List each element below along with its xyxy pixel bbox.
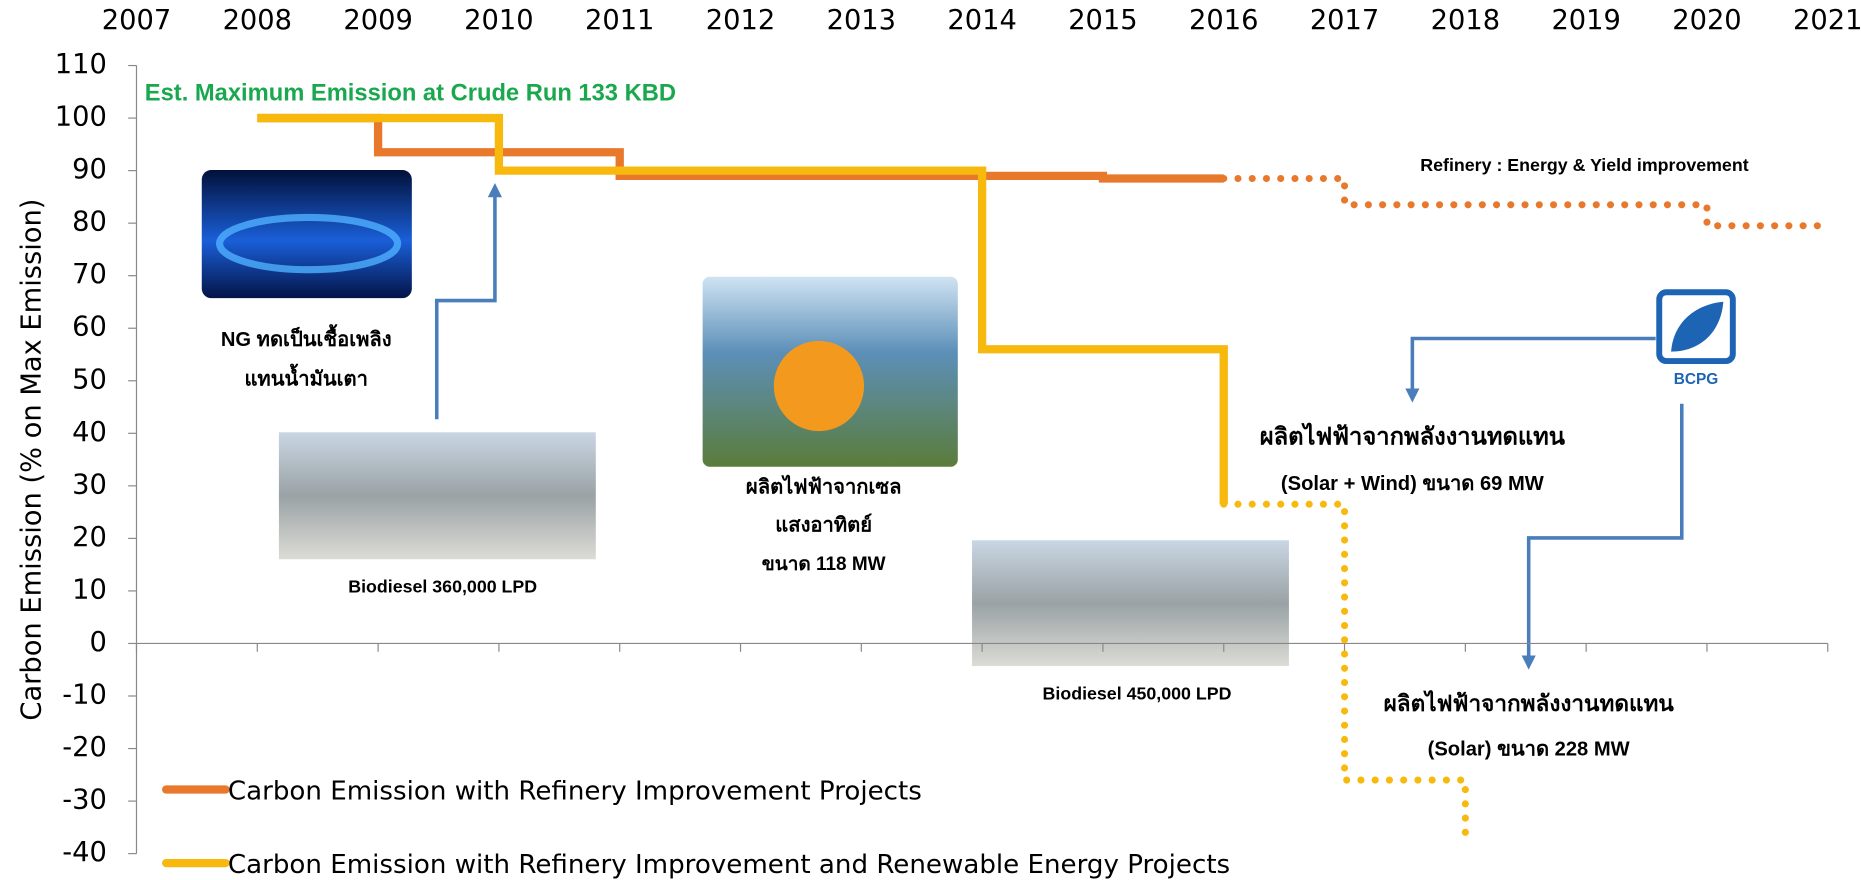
x-tick-label: 2020 <box>1672 5 1741 36</box>
x-tick-label: 2017 <box>1310 5 1379 36</box>
x-tick-label: 2016 <box>1189 5 1258 36</box>
y-tick-label: -10 <box>62 680 107 711</box>
x-tick-label: 2014 <box>947 5 1016 36</box>
y-tick-label: -30 <box>62 785 107 816</box>
x-tick-label: 2018 <box>1431 5 1500 36</box>
y-tick-label: 0 <box>89 627 106 658</box>
x-tick-label: 2008 <box>223 5 292 36</box>
annotation: Biodiesel 360,000 LPD <box>348 576 537 596</box>
annotation: แทนน้ำมันเตา <box>244 362 368 390</box>
arrow <box>437 190 495 419</box>
y-tick-label: 40 <box>72 417 107 448</box>
annotation: Est. Maximum Emission at Crude Run 133 K… <box>145 80 676 106</box>
x-tick-label: 2015 <box>1068 5 1137 36</box>
chart: Est. Maximum Emission at Crude Run 133 K… <box>0 0 1861 880</box>
y-tick-label: 80 <box>72 207 107 238</box>
biodiesel-photo <box>279 432 596 559</box>
biodiesel-photo-2 <box>972 540 1289 666</box>
annotation: ขนาด 118 MW <box>762 554 886 575</box>
y-tick-label: 90 <box>72 154 107 185</box>
y-tick-label: 50 <box>72 364 107 395</box>
mascot <box>774 341 864 431</box>
y-tick-label: 10 <box>72 574 107 605</box>
annotation: ผลิตไฟฟ้าจากพลังงานทดแทน <box>1384 689 1675 716</box>
x-tick-label: 2019 <box>1551 5 1620 36</box>
x-tick-label: 2013 <box>827 5 896 36</box>
x-tick-label: 2010 <box>464 5 533 36</box>
x-tick-label: 2012 <box>706 5 775 36</box>
y-tick-label: -40 <box>62 837 107 868</box>
annotation: Refinery : Energy & Yield improvement <box>1420 155 1748 175</box>
annotation: Biodiesel 450,000 LPD <box>1043 683 1232 703</box>
annotation: (Solar + Wind) ขนาด 69 MW <box>1281 473 1544 495</box>
annotation: (Solar) ขนาด 228 MW <box>1428 739 1630 761</box>
y-tick-label: 100 <box>55 102 107 133</box>
logo-text: BCPG <box>1674 371 1719 388</box>
y-tick-label: 30 <box>72 469 107 500</box>
y-tick-label: 60 <box>72 312 107 343</box>
legend-label: Carbon Emission with Refinery Improvemen… <box>228 776 922 806</box>
projected-line <box>1224 179 1828 226</box>
y-tick-label: 110 <box>55 49 107 80</box>
y-tick-label: 70 <box>72 259 107 290</box>
annotation: NG ทดเป็นเชื้อเพลิง <box>221 323 392 351</box>
y-axis-label: Carbon Emission (% on Max Emission) <box>17 199 48 721</box>
y-tick-label: 20 <box>72 522 107 553</box>
x-tick-label: 2007 <box>102 5 171 36</box>
x-tick-label: 2009 <box>343 5 412 36</box>
annotation: ผลิตไฟฟ้าจากเซล <box>746 474 902 498</box>
annotation: ผลิตไฟฟ้าจากพลังงานทดแทน <box>1260 421 1566 450</box>
x-tick-label: 2021 <box>1793 5 1861 36</box>
legend-label: Carbon Emission with Refinery Improvemen… <box>228 850 1230 880</box>
y-tick-label: -20 <box>62 732 107 763</box>
x-tick-label: 2011 <box>585 5 654 36</box>
ng-photo <box>202 170 412 298</box>
arrow <box>1412 339 1655 396</box>
annotation: แสงอาทิตย์ <box>775 513 872 536</box>
